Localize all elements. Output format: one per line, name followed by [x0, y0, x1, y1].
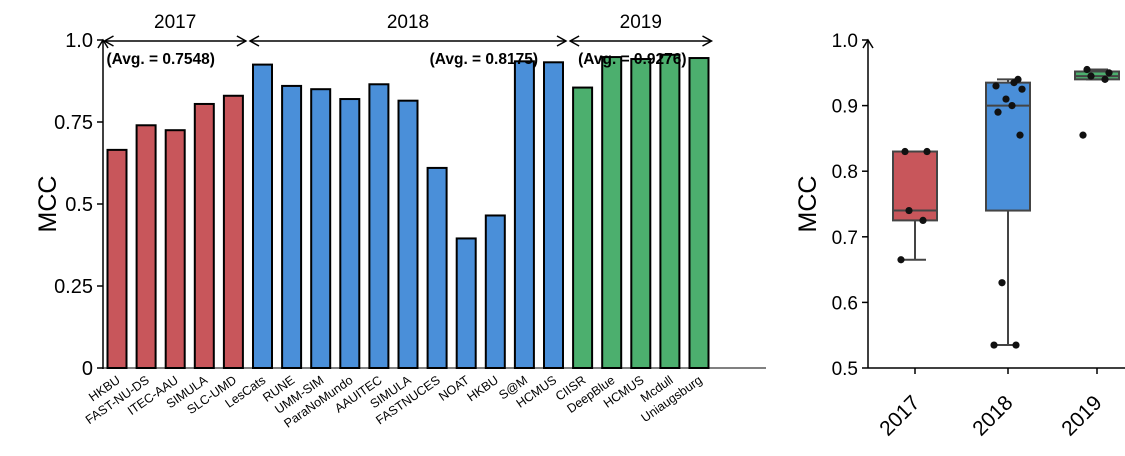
bar [222, 94, 244, 369]
box-data-point [1018, 85, 1026, 93]
box-data-point [1016, 131, 1024, 139]
bar [310, 88, 332, 369]
group-average-label: (Avg. = 0.8175) [430, 51, 538, 68]
bar [572, 86, 594, 369]
box-y-tick-label: 0.8 [832, 162, 858, 183]
box-data-point [998, 279, 1006, 287]
bar-y-tick-label: 0.25 [54, 276, 93, 298]
bar [630, 58, 652, 370]
bar-y-tick-label: 0.75 [54, 112, 93, 134]
bar [106, 148, 128, 369]
bar-category-label: NOAT [436, 373, 472, 404]
bar [601, 56, 623, 369]
bar-y-tick-label: 1.0 [65, 30, 93, 52]
box-data-point [919, 216, 927, 224]
bar [426, 166, 448, 369]
bar [659, 53, 681, 369]
box-data-point [923, 147, 931, 156]
box-y-axis-label: MCC [794, 176, 822, 233]
bar-y-tick-label: 0.5 [65, 194, 93, 216]
bar [484, 214, 506, 369]
box-y-tick-label: 1.0 [832, 31, 858, 52]
box-y-tick-label: 0.7 [832, 228, 858, 249]
box-y-tick-label: 0.5 [832, 359, 858, 380]
bar [688, 57, 710, 369]
box-iqr [892, 150, 938, 222]
group-year-label: 2018 [387, 12, 429, 33]
box-category-label: 2017 [875, 391, 924, 440]
bar [543, 61, 564, 370]
bar [164, 129, 186, 369]
box-y-tick-label: 0.9 [832, 97, 858, 118]
bar-chart: 00.250.50.751.0MCCHKBUFAST-NU-DSITEC-AAU… [34, 12, 766, 431]
group-bracket-arrow-right [236, 35, 248, 47]
box-y-tick-label: 0.6 [832, 293, 858, 314]
box-data-point [1008, 102, 1016, 110]
box-data-point [994, 108, 1002, 116]
box-data-point [1012, 341, 1020, 349]
bar-category-label: HKBU [465, 373, 501, 404]
bar [368, 83, 390, 369]
bar [193, 102, 215, 370]
box-data-point [990, 341, 998, 349]
box-data-point [1083, 65, 1091, 74]
bar-y-tick-label: 0 [82, 358, 93, 380]
box-category-label: 2019 [1057, 391, 1106, 440]
bar [339, 98, 361, 369]
bar [397, 99, 419, 370]
group-bracket-arrow-right [702, 35, 714, 47]
box-data-point [1087, 72, 1095, 80]
bar [513, 60, 535, 369]
group-average-label: (Avg. = 0.9276) [578, 51, 686, 68]
group-bracket-arrow-left [248, 35, 260, 47]
group-bracket-arrow-right [556, 35, 568, 47]
group-bracket-arrow-left [568, 35, 580, 47]
bar-y-axis-label: MCC [34, 176, 62, 233]
box-data-point [1101, 75, 1109, 83]
group-year-label: 2017 [154, 12, 196, 33]
box-data-point [1079, 131, 1087, 139]
box-data-point [992, 82, 1000, 90]
box-category-label: 2018 [968, 391, 1017, 440]
bar [252, 63, 273, 369]
bar [455, 237, 477, 369]
box-data-point [901, 147, 909, 156]
box-data-point [905, 206, 913, 215]
bar [281, 84, 303, 369]
box-iqr [985, 81, 1031, 212]
bar [135, 124, 157, 369]
box-data-point [897, 256, 905, 264]
group-bracket-arrow-left [102, 35, 114, 47]
box-data-point [1105, 69, 1113, 77]
box-data-point [1002, 95, 1010, 103]
group-average-label: (Avg. = 0.7548) [107, 51, 215, 68]
box-chart: 0.5 0.6 0.7 0.8 0.9 1.0 MCC 2017 2018 2019 [794, 31, 1125, 441]
group-year-label: 2019 [620, 12, 662, 33]
box-data-point [1014, 75, 1022, 83]
